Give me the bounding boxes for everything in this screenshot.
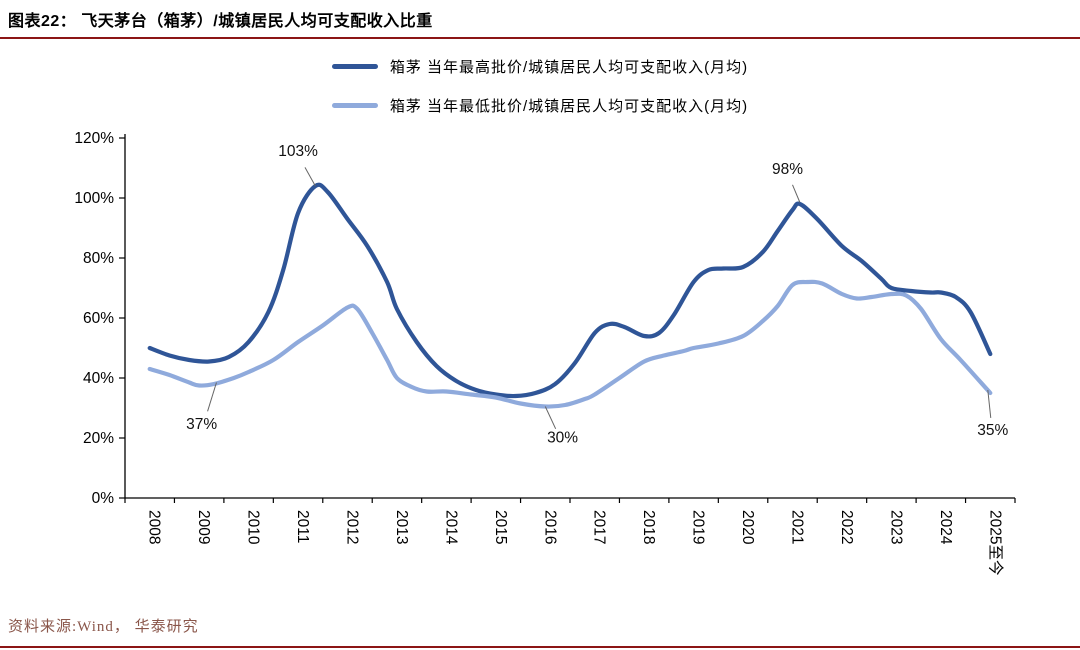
y-tick-label: 60%: [83, 310, 114, 327]
x-tick-label: 2018: [640, 510, 657, 544]
annotation-label: 30%: [547, 430, 578, 447]
legend-label-high: 箱茅 当年最高批价/城镇居民人均可支配收入(月均): [389, 59, 749, 76]
x-tick-label: 2014: [442, 510, 459, 545]
x-tick-label: 2025至今: [986, 510, 1004, 575]
x-tick-label: 2015: [492, 510, 509, 544]
legend-swatch-low: [331, 103, 378, 108]
x-tick-label: 2023: [887, 510, 904, 544]
x-tick-label: 2013: [393, 510, 410, 544]
y-tick-label: 80%: [83, 250, 114, 267]
line-chart: 0% 20% 40% 60% 80% 100% 120% 2008 2009 2010 2011 20…: [74, 130, 1016, 575]
annotation-leader: [304, 167, 316, 187]
x-tick-label: 2019: [690, 510, 707, 544]
series-line-low: [147, 279, 993, 409]
annotation-label: 37%: [186, 416, 217, 433]
x-tick-label: 2021: [789, 510, 806, 544]
series-line-high: [147, 182, 993, 399]
legend-label-low: 箱茅 当年最低批价/城镇居民人均可支配收入(月均): [389, 98, 749, 115]
x-tick-label: 2011: [294, 510, 311, 543]
annotation-leader: [987, 389, 992, 418]
y-tick-label: 120%: [74, 130, 114, 147]
x-tick-label: 2017: [591, 510, 608, 544]
y-tick-label: 20%: [83, 430, 114, 447]
y-tick-label: 0%: [92, 490, 115, 507]
x-tick-label: 2012: [344, 510, 361, 544]
y-tick-label: 100%: [74, 190, 114, 207]
source-note: 资料来源:Wind， 华泰研究: [8, 619, 199, 635]
y-tick-label: 40%: [83, 370, 114, 387]
x-tick-label: 2024: [937, 510, 954, 545]
x-tick-label: 2009: [195, 510, 212, 544]
annotation-leader: [792, 184, 801, 203]
figure-header: 图表22： 飞天茅台（箱茅）/城镇居民人均可支配收入比重: [0, 0, 1080, 39]
bottom-accent-rule: [0, 646, 1080, 648]
legend-swatch-high: [331, 64, 378, 69]
x-tick-label: 2010: [245, 510, 262, 545]
annotation-leader: [544, 406, 557, 430]
figure-title: 图表22： 飞天茅台（箱茅）/城镇居民人均可支配收入比重: [8, 13, 433, 30]
chart-legend: 箱茅 当年最高批价/城镇居民人均可支配收入(月均) 箱茅 当年最低批价/城镇居民…: [0, 56, 1080, 116]
x-tick-label: 2008: [146, 510, 163, 544]
annotation-label: 35%: [977, 422, 1008, 439]
x-tick-label: 2016: [541, 510, 558, 544]
annotation-label: 98%: [772, 161, 803, 178]
x-tick-label: 2020: [739, 510, 756, 545]
legend-item-high: 箱茅 当年最高批价/城镇居民人均可支配收入(月均): [331, 56, 749, 77]
annotation-label: 103%: [278, 143, 318, 160]
x-tick-label: 2022: [838, 510, 855, 544]
legend-item-low: 箱茅 当年最低批价/城镇居民人均可支配收入(月均): [331, 95, 749, 116]
annotation-leader: [207, 382, 217, 412]
